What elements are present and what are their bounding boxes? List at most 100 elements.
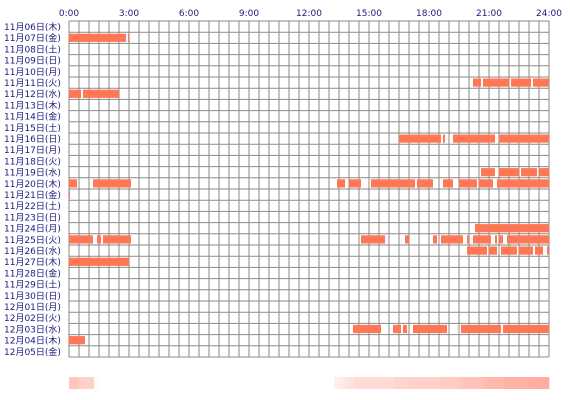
heat-cell	[234, 377, 240, 389]
heat-cell	[334, 377, 340, 389]
heat-cell	[354, 377, 360, 389]
heat-cell	[459, 377, 465, 389]
day-label: 11月22日(土)	[4, 200, 61, 212]
heat-cell	[254, 377, 260, 389]
heat-cell	[394, 377, 400, 389]
day-label: 11月28日(金)	[4, 267, 61, 279]
heat-cell	[319, 377, 325, 389]
day-label: 11月25日(火)	[4, 235, 61, 246]
activity-bar	[413, 324, 447, 334]
activity-bar	[399, 134, 441, 143]
heat-cell	[139, 377, 145, 389]
heat-cell	[314, 377, 320, 389]
day-label: 11月23日(日)	[4, 212, 61, 223]
activity-bar	[97, 235, 101, 244]
hour-tick-label: 24:00	[536, 9, 562, 19]
heat-cell	[84, 377, 90, 389]
day-label: 11月16日(日)	[4, 134, 61, 145]
day-label: 11月27日(木)	[4, 256, 61, 268]
activity-bar	[337, 179, 345, 188]
activity-bar	[128, 33, 129, 42]
heat-cell	[69, 377, 75, 389]
activity-bar	[481, 168, 495, 177]
day-label: 11月13日(木)	[4, 99, 61, 111]
heat-cell	[214, 377, 220, 389]
day-label: 12月04日(木)	[4, 335, 61, 347]
heat-cell	[204, 377, 210, 389]
heat-cell	[149, 377, 155, 389]
activity-bar	[535, 246, 543, 255]
heat-cell	[534, 377, 540, 389]
heat-cell	[324, 377, 330, 389]
day-label: 12月05日(金)	[4, 346, 61, 358]
heat-cell	[374, 377, 380, 389]
activity-bar	[459, 179, 477, 188]
day-label: 11月24日(月)	[4, 224, 61, 235]
heat-cell	[399, 377, 405, 389]
heat-cell	[489, 377, 495, 389]
heat-cell	[404, 377, 410, 389]
activity-bar	[473, 235, 491, 244]
hour-tick-label: 6:00	[179, 9, 199, 19]
heat-cell	[509, 377, 515, 389]
activity-bar	[499, 134, 549, 143]
hourly-heat-strip	[69, 377, 550, 389]
heat-cell	[239, 377, 245, 389]
activity-bar	[461, 324, 501, 334]
heat-cell	[89, 377, 95, 389]
heat-cell	[224, 377, 230, 389]
heat-cell	[389, 377, 395, 389]
heat-cell	[439, 377, 445, 389]
activity-bar	[503, 324, 549, 334]
activity-bar	[483, 78, 509, 87]
heat-cell	[219, 377, 225, 389]
heat-cell	[284, 377, 290, 389]
heat-cell	[469, 377, 475, 389]
day-label: 12月01日(月)	[4, 302, 61, 313]
hour-tick-label: 18:00	[416, 9, 442, 19]
heat-cell	[134, 377, 140, 389]
heat-cell	[349, 377, 355, 389]
heat-cell	[304, 377, 310, 389]
heat-cell	[499, 377, 505, 389]
day-label: 11月11日(火)	[4, 78, 61, 89]
heat-cell	[264, 377, 270, 389]
hour-tick-label: 21:00	[476, 9, 502, 19]
activity-bar	[533, 78, 549, 87]
day-label: 11月19日(水)	[4, 167, 61, 179]
heat-cell	[379, 377, 385, 389]
day-label: 11月14日(金)	[4, 111, 61, 123]
activity-bar	[69, 235, 93, 244]
day-label: 11月07日(金)	[4, 32, 61, 44]
day-label: 11月08日(土)	[4, 43, 61, 55]
heat-cell	[454, 377, 460, 389]
day-label: 12月02日(火)	[4, 313, 61, 324]
heat-cell	[79, 377, 85, 389]
activity-bars	[69, 33, 549, 345]
heat-cell	[519, 377, 525, 389]
heat-cell	[369, 377, 375, 389]
hour-tick-label: 0:00	[59, 9, 79, 19]
day-label: 11月10日(月)	[4, 67, 61, 78]
heat-cell	[269, 377, 275, 389]
activity-bar	[405, 235, 409, 244]
heat-cell	[119, 377, 125, 389]
heat-cell	[434, 377, 440, 389]
heat-cell	[344, 377, 350, 389]
activity-bar	[473, 78, 481, 87]
activity-bar	[441, 235, 463, 244]
heat-cell	[169, 377, 175, 389]
day-label: 11月18日(火)	[4, 156, 61, 167]
heat-cell	[159, 377, 165, 389]
activity-bar	[69, 179, 77, 188]
heat-cell	[339, 377, 345, 389]
day-label: 11月06日(木)	[4, 21, 61, 33]
activity-bar	[393, 324, 401, 334]
heat-cell	[144, 377, 150, 389]
heat-cell	[259, 377, 265, 389]
day-axis-labels: 11月06日(木)11月07日(金)11月08日(土)11月09日(日)11月1…	[4, 21, 61, 358]
heat-cell	[449, 377, 455, 389]
day-label: 11月29日(土)	[4, 279, 61, 291]
heat-cell	[194, 377, 200, 389]
heat-cell	[124, 377, 130, 389]
